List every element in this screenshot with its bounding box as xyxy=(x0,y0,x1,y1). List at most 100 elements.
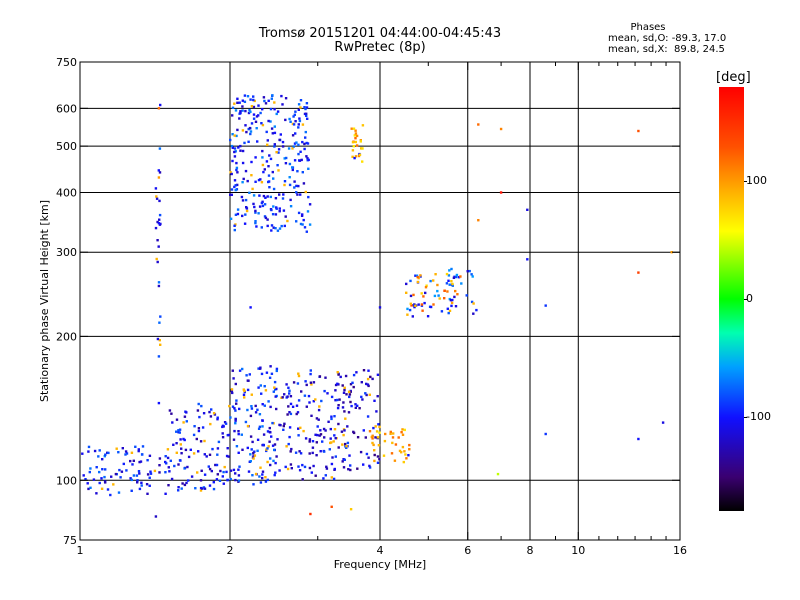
data-point xyxy=(297,399,301,402)
data-point xyxy=(452,276,456,279)
data-point xyxy=(242,388,245,391)
data-point xyxy=(141,445,145,448)
data-point xyxy=(172,443,175,446)
data-point xyxy=(267,174,271,177)
data-point xyxy=(244,198,248,202)
data-point xyxy=(175,418,179,421)
data-point xyxy=(281,140,285,144)
data-point xyxy=(378,425,381,429)
data-point xyxy=(294,451,298,454)
data-point xyxy=(273,145,276,148)
data-point xyxy=(317,418,320,421)
data-point xyxy=(336,398,339,402)
data-point xyxy=(208,484,212,487)
data-point xyxy=(345,393,348,396)
data-point xyxy=(158,471,161,474)
data-point xyxy=(212,481,215,484)
data-point xyxy=(101,468,104,471)
data-point xyxy=(237,479,241,482)
data-point xyxy=(234,478,237,482)
data-point xyxy=(261,473,264,476)
data-point xyxy=(477,123,480,126)
data-point xyxy=(293,180,296,183)
data-point xyxy=(244,109,247,113)
data-point xyxy=(244,213,247,216)
data-point xyxy=(205,455,208,458)
data-point xyxy=(277,169,280,172)
data-point xyxy=(398,449,402,453)
data-point xyxy=(447,311,450,315)
data-point xyxy=(243,389,246,393)
data-point xyxy=(132,474,136,477)
data-point xyxy=(349,390,352,393)
data-point xyxy=(286,413,289,416)
data-point xyxy=(245,374,248,377)
data-point xyxy=(173,464,176,468)
data-point xyxy=(157,169,160,172)
data-point xyxy=(344,442,347,446)
data-point xyxy=(114,472,118,476)
data-point xyxy=(216,418,219,421)
data-point xyxy=(273,108,276,111)
data-point xyxy=(366,383,370,386)
data-point xyxy=(305,405,308,408)
data-point xyxy=(275,367,279,371)
data-point xyxy=(261,403,264,406)
data-point xyxy=(323,436,326,439)
data-point xyxy=(354,155,358,158)
data-point xyxy=(227,433,230,437)
data-point xyxy=(230,388,234,391)
data-point xyxy=(342,458,345,461)
data-point xyxy=(450,301,454,305)
data-point xyxy=(252,457,255,460)
data-point xyxy=(248,126,252,130)
data-point xyxy=(354,132,358,135)
data-point xyxy=(262,96,266,99)
data-point xyxy=(164,460,167,464)
data-point xyxy=(246,446,249,450)
data-point xyxy=(437,294,440,297)
data-point xyxy=(354,406,357,409)
data-point xyxy=(135,474,139,477)
data-point xyxy=(200,404,203,408)
data-point xyxy=(189,448,192,451)
data-point xyxy=(459,275,462,278)
data-point xyxy=(238,101,241,104)
data-point xyxy=(282,209,286,212)
data-point xyxy=(183,483,187,487)
data-point xyxy=(253,205,256,209)
data-point xyxy=(234,382,237,386)
data-point xyxy=(390,452,394,455)
data-point xyxy=(230,188,234,191)
data-point xyxy=(414,304,417,307)
data-point xyxy=(236,171,239,174)
data-point xyxy=(307,158,310,162)
data-point xyxy=(296,170,299,173)
data-point xyxy=(192,433,196,437)
data-point xyxy=(87,445,91,449)
data-point xyxy=(274,197,278,200)
data-point xyxy=(359,140,362,143)
data-point xyxy=(449,299,453,302)
data-point xyxy=(125,469,128,472)
data-point xyxy=(230,144,234,148)
data-point xyxy=(351,141,355,144)
data-point xyxy=(376,455,380,458)
data-point xyxy=(309,512,312,516)
data-point xyxy=(270,224,274,227)
data-point xyxy=(239,144,242,148)
data-point xyxy=(365,382,368,386)
data-point xyxy=(167,466,170,469)
data-point xyxy=(284,215,287,218)
data-point xyxy=(336,382,339,385)
data-point xyxy=(240,195,244,199)
data-point xyxy=(132,459,135,462)
data-point xyxy=(250,405,253,408)
data-point xyxy=(234,109,238,112)
data-point xyxy=(226,447,229,450)
data-point xyxy=(84,478,87,481)
data-point xyxy=(263,99,266,103)
data-point xyxy=(496,472,500,476)
data-point xyxy=(179,438,182,441)
data-point xyxy=(136,479,139,482)
